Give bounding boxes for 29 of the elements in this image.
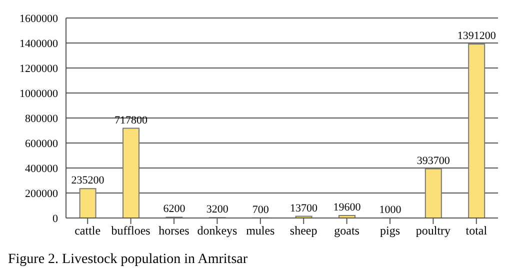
data-label: 6200 (163, 203, 186, 216)
x-tick-label: cattle (74, 224, 101, 238)
y-tick-label: 400000 (25, 162, 58, 175)
x-tick-label: donkeys (197, 224, 238, 238)
y-tick-label: 1000000 (20, 88, 58, 100)
data-label: 13700 (290, 202, 318, 214)
y-tick-label: 800000 (25, 112, 58, 125)
x-tick-label: sheep (290, 224, 318, 238)
y-tick-label: 600000 (25, 138, 58, 150)
y-tick-label: 1400000 (20, 38, 58, 50)
data-label: 3200 (206, 204, 229, 216)
x-tick-label: goats (334, 224, 360, 238)
data-label: 1391200 (457, 30, 496, 42)
data-label: 700 (252, 204, 270, 216)
y-tick-label: 0 (52, 212, 58, 225)
x-tick-label: mules (246, 224, 276, 238)
x-tick-label: poultry (416, 224, 451, 238)
x-tick-label: total (466, 224, 488, 238)
data-label: 393700 (416, 154, 450, 167)
data-label: 235200 (71, 174, 105, 187)
data-label: 1000 (379, 204, 402, 216)
y-tick-label: 200000 (25, 188, 58, 200)
x-tick-label: buffloes (111, 224, 151, 238)
y-tick-label: 1600000 (20, 12, 58, 25)
x-tick-label: pigs (380, 224, 400, 238)
y-tick-label: 1200000 (20, 62, 58, 75)
x-tick-label: horses (158, 224, 190, 238)
caption: Figure 2. Livestock population in Amritsar (8, 252, 249, 268)
data-label: 19600 (333, 202, 362, 214)
